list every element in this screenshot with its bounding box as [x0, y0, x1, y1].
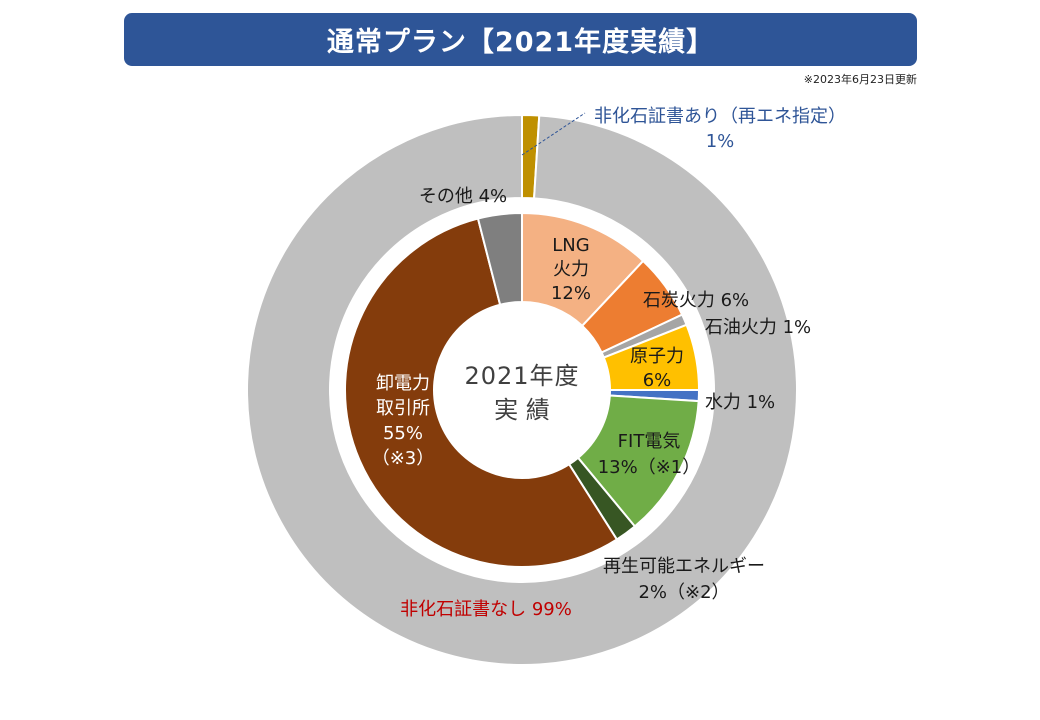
center-hole: [434, 302, 610, 478]
chart-title: 通常プラン【2021年度実績】: [326, 27, 715, 58]
outer-slice-1: [246, 113, 798, 666]
inner-label-2: 石油火力 1%: [705, 317, 811, 338]
inner-label-1: 石炭火力 6%: [643, 290, 749, 311]
inner-label-8: その他 4%: [419, 186, 507, 207]
outer-ring: [246, 113, 798, 666]
inner-label-3: 原子力 6%: [630, 346, 684, 391]
inner-label-6: 再生可能エネルギー 2%（※2）: [603, 556, 765, 603]
outer-label-1: 非化石証書なし 99%: [400, 599, 572, 620]
leader-line: [521, 112, 586, 156]
center-label: 2021年度 実 績: [464, 362, 579, 424]
inner-label-4: 水力 1%: [705, 392, 775, 413]
center-label-line-1: 2021年度: [464, 362, 579, 390]
inner-label-7: 卸電力取引所 55%（※3）: [372, 373, 435, 469]
inner-label-0: LNG 火力 12%: [551, 235, 591, 304]
center-label-line-2: 実 績: [494, 396, 550, 424]
update-note: ※2023年6月23日更新: [803, 73, 917, 86]
title-banner: 通常プラン【2021年度実績】: [124, 13, 917, 66]
inner-ring: [344, 211, 701, 568]
inner-label-5: FIT電気 13%（※1）: [598, 431, 701, 478]
outer-label-0: 非化石証書あり（再エネ指定） 1%: [594, 106, 846, 152]
